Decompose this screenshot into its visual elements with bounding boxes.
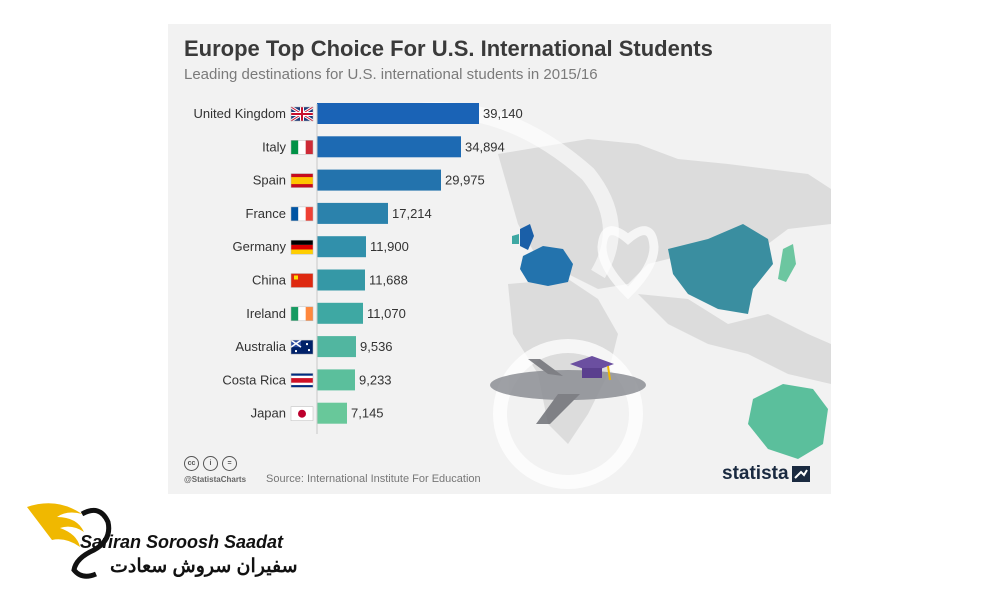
category-label-ireland: Ireland (246, 306, 286, 321)
map-highlight-uk (520, 224, 534, 250)
bar-chart: United Kingdom 39,140 Italy 34,894 Spain 29,9… (194, 103, 523, 434)
flag-united-kingdom-icon (290, 105, 314, 123)
bars-group: United Kingdom 39,140 Italy 34,894 Spain 29,9… (194, 103, 523, 424)
value-label-italy: 34,894 (465, 139, 505, 154)
category-label-australia: Australia (235, 339, 286, 354)
graduation-cap-icon (570, 356, 614, 381)
cc-icon: cc (184, 456, 199, 471)
bar-italy (317, 136, 461, 158)
world-map-background (396, 102, 831, 489)
bar-japan (317, 402, 347, 424)
map-land-asia-south (638, 294, 831, 384)
value-label-france: 17,214 (392, 206, 432, 221)
chart-card: Europe Top Choice For U.S. International… (168, 24, 831, 494)
category-label-france: France (246, 206, 286, 221)
value-label-australia: 9,536 (360, 339, 393, 354)
chart-subtitle: Leading destinations for U.S. internatio… (184, 66, 598, 83)
map-land-africa (508, 279, 618, 444)
chart-title: Europe Top Choice For U.S. International… (184, 36, 713, 61)
flag-spain-icon (290, 173, 314, 188)
category-label-costa-rica: Costa Rica (222, 372, 286, 387)
category-label-japan: Japan (251, 406, 286, 421)
map-highlight-japan (778, 244, 796, 282)
category-label-spain: Spain (253, 173, 286, 188)
brand-name-persian: سفیران سروش سعادت (110, 556, 298, 577)
bar-germany (317, 236, 366, 258)
source-note: Source: International Institute For Educ… (266, 473, 481, 485)
statista-wordmark: statista (722, 463, 789, 484)
watermark-swirl (493, 339, 643, 489)
bar-ireland (317, 302, 363, 324)
flag-costa-rica-icon (290, 373, 314, 388)
airplane-icon (490, 359, 646, 424)
bar-australia (317, 336, 356, 358)
map-highlight-china (668, 224, 773, 314)
map-highlight-ireland (512, 234, 519, 244)
value-label-united-kingdom: 39,140 (483, 106, 523, 121)
value-label-spain: 29,975 (445, 173, 485, 188)
value-label-germany: 11,900 (370, 239, 409, 254)
flag-ireland-icon (290, 306, 314, 322)
safiran-logo-icon (27, 503, 112, 579)
statista-logo: statista (722, 463, 810, 485)
map-highlight-australia (748, 384, 828, 459)
value-label-costa-rica: 9,233 (359, 372, 392, 387)
value-label-japan: 7,145 (351, 406, 384, 421)
no-derivatives-icon: = (222, 456, 237, 471)
flag-china-icon (290, 273, 314, 288)
flag-italy-icon (290, 140, 314, 155)
flag-australia-icon (290, 339, 314, 355)
bar-spain (317, 169, 441, 191)
category-label-italy: Italy (262, 139, 286, 154)
license-icons: cc i = (184, 456, 237, 471)
statista-handle: @StatistaCharts (184, 475, 247, 484)
watermark-pin (597, 226, 659, 300)
value-label-ireland: 11,070 (367, 306, 406, 321)
category-label-china: China (252, 273, 287, 288)
value-label-china: 11,688 (369, 273, 408, 288)
map-highlight-continent (520, 246, 573, 286)
flag-germany-icon (290, 239, 314, 255)
bar-united-kingdom (317, 103, 479, 124)
category-label-germany: Germany (233, 239, 287, 254)
flag-japan-icon (290, 406, 314, 421)
flag-france-icon (290, 206, 314, 222)
attribution-icon: i (203, 456, 218, 471)
bar-france (317, 202, 388, 224)
category-label-united-kingdom: United Kingdom (194, 106, 287, 121)
bar-costa-rica (317, 369, 355, 391)
brand-name-english: Safiran Soroosh Saadat (80, 532, 284, 552)
bar-china (317, 269, 365, 291)
statista-mark-icon (791, 466, 810, 482)
